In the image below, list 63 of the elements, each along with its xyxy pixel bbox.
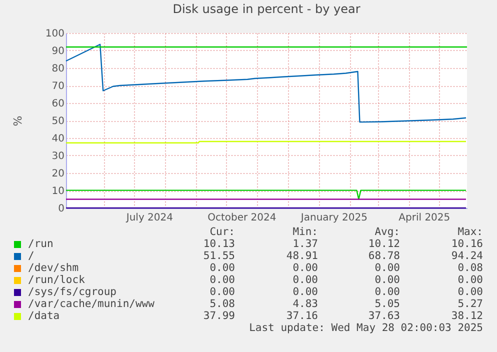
x-tick-label: July 2024 [125,212,174,224]
y-tick-label: 60 [52,98,64,110]
legend-label: /run [28,238,54,250]
text: 0.00 [374,274,400,286]
text: 0.00 [292,286,318,298]
chart-title: Disk usage in percent - by year [172,2,360,16]
text: 10.13 [203,238,235,250]
text: 0.00 [458,286,483,298]
text: Min: [292,226,318,238]
legend-entry: / [14,250,34,262]
text: 1.37 [292,238,318,250]
text: Cur: [210,226,235,238]
legend-entry: /dev/shm [14,262,79,274]
y-axis-title: % [11,116,24,126]
text: 4.83 [292,298,318,310]
text: Last update: Wed May 28 02:00:03 2025 [249,322,483,334]
text: 68.78 [368,250,400,262]
x-tick-label: October 2024 [208,212,276,224]
text: 5.27 [458,298,483,310]
text: 37.99 [203,310,235,322]
legend-entry: /data [14,310,60,322]
legend-entry: /run/lock [14,274,85,286]
text: Avg: [374,226,400,238]
text: 10.12 [368,238,400,250]
x-tick-label: January 2025 [300,212,368,224]
legend-entry: /run [14,238,54,250]
text: 38.12 [451,310,483,322]
text: 0.00 [374,262,400,274]
text: 0.00 [210,274,235,286]
y-tick-label: 0 [58,204,64,214]
text: 0.00 [458,274,483,286]
y-tick-label: 100 [45,28,64,40]
text: 37.63 [368,310,400,322]
legend-label: / [28,250,34,262]
y-tick-label: 70 [52,81,64,92]
legend-label: /run/lock [28,274,85,286]
text: 0.08 [458,262,483,274]
y-tick-label: 90 [52,46,64,57]
text: 48.91 [286,250,318,262]
text: 51.55 [203,250,235,262]
legend-label: /data [28,310,60,322]
text: 5.05 [374,298,400,310]
y-tick-label: 20 [52,168,64,180]
text: 0.00 [210,286,235,298]
text: 10.16 [451,238,483,250]
y-tick-label: 40 [52,134,64,144]
legend-entry: /sys/fs/cgroup [14,286,117,298]
text: 37.16 [286,310,318,322]
text: 0.00 [292,262,318,274]
legend-label: /dev/shm [28,262,79,274]
text: 94.24 [451,250,483,262]
y-tick-label: 30 [52,151,64,162]
legend-entry: /var/cache/munin/www [14,298,154,310]
text: 5.08 [210,298,235,310]
y-tick-label: 80 [52,64,64,74]
text: Max: [458,226,483,238]
x-tick-label: April 2025 [398,212,450,224]
y-tick-label: 50 [52,116,64,127]
line-series [65,44,467,123]
text: 0.00 [292,274,318,286]
text: 0.00 [210,262,235,274]
text: 0.00 [374,286,400,298]
y-tick-label: 10 [52,186,64,197]
